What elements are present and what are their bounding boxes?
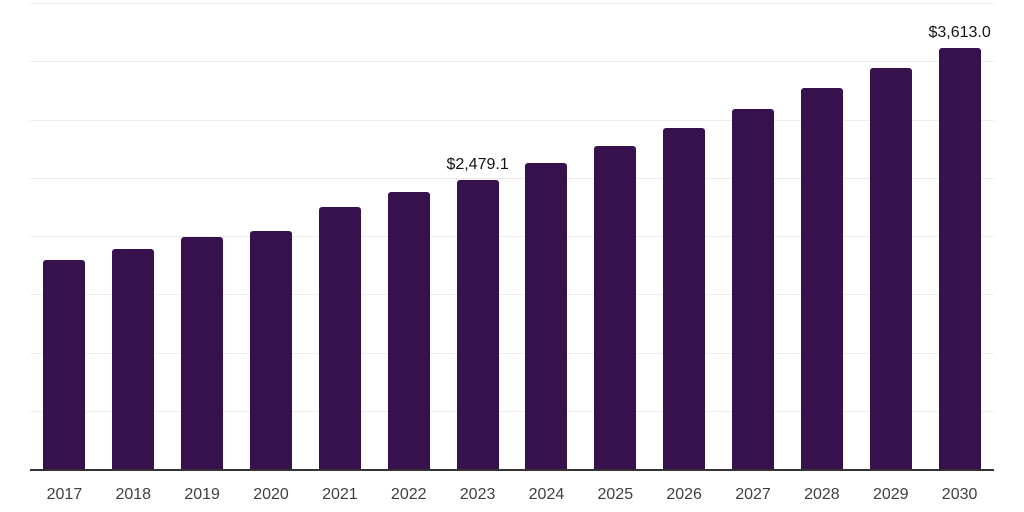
- bar-group-2025: [581, 3, 650, 469]
- gridline: [30, 119, 994, 121]
- bar-2028: [800, 88, 843, 469]
- bar-2024: [525, 163, 568, 469]
- bar-group-2021: [305, 3, 374, 469]
- x-axis-label-2022: 2022: [390, 486, 427, 503]
- x-axis-label-2019: 2019: [184, 486, 220, 503]
- x-axis-line: [30, 469, 994, 471]
- bar-2030: [938, 48, 981, 469]
- bar-group-2018: [99, 3, 168, 469]
- bar-group-2020: [237, 3, 306, 469]
- bar-group-2030: $3,613.0: [925, 3, 994, 469]
- bar-group-2024: [512, 3, 581, 469]
- bar-2018: [112, 248, 155, 469]
- x-axis-label-2025: 2025: [597, 486, 634, 503]
- bar-2022: [387, 191, 430, 469]
- bar-value-label: $3,613.0: [928, 24, 991, 42]
- bars-container: $2,479.1 $3,613.0: [30, 3, 994, 469]
- x-axis-label-2021: 2021: [322, 486, 358, 503]
- bar-group-2026: [650, 3, 719, 469]
- bar-2026: [663, 128, 706, 469]
- gridline: [30, 352, 994, 354]
- bar-2027: [732, 109, 775, 469]
- bar-group-2028: [787, 3, 856, 469]
- bar-2021: [318, 206, 361, 469]
- gridline: [30, 61, 994, 63]
- plot-area: $2,479.1 $3,613.0: [30, 3, 994, 469]
- bar-2023: [456, 180, 499, 469]
- bar-group-2027: [719, 3, 788, 469]
- x-axis-label-2026: 2026: [666, 486, 702, 503]
- gridline: [30, 294, 994, 296]
- bar-group-2019: [168, 3, 237, 469]
- gridline: [30, 236, 994, 237]
- bar-group-2022: [374, 3, 443, 469]
- bar-2029: [869, 68, 912, 469]
- x-axis-label-2018: 2018: [115, 486, 152, 503]
- gridline: [30, 177, 994, 179]
- x-axis-label-2029: 2029: [872, 486, 909, 503]
- gridline: [30, 3, 994, 4]
- bar-2019: [181, 237, 224, 469]
- x-axis-label-2023: 2023: [459, 486, 496, 503]
- bar-group-2029: [856, 3, 925, 469]
- gridline: [30, 410, 994, 412]
- x-axis-label-2020: 2020: [253, 486, 289, 503]
- x-axis-label-2030: 2030: [941, 486, 978, 503]
- x-axis-labels: 2017 2018 2019 2020 2021 2022 2023 2024 2025 2026…: [30, 485, 994, 504]
- bar-value-label: $2,479.1: [446, 156, 509, 174]
- bar-2025: [594, 145, 637, 469]
- x-axis-label-2027: 2027: [735, 486, 771, 503]
- x-axis-label-2024: 2024: [528, 486, 565, 503]
- x-axis-label-2017: 2017: [46, 486, 83, 503]
- x-axis-label-2028: 2028: [804, 486, 840, 503]
- bar-group-2017: [30, 3, 99, 469]
- bar-2020: [250, 230, 292, 469]
- bar-group-2023: $2,479.1: [443, 3, 512, 469]
- bar-2017: [43, 259, 86, 469]
